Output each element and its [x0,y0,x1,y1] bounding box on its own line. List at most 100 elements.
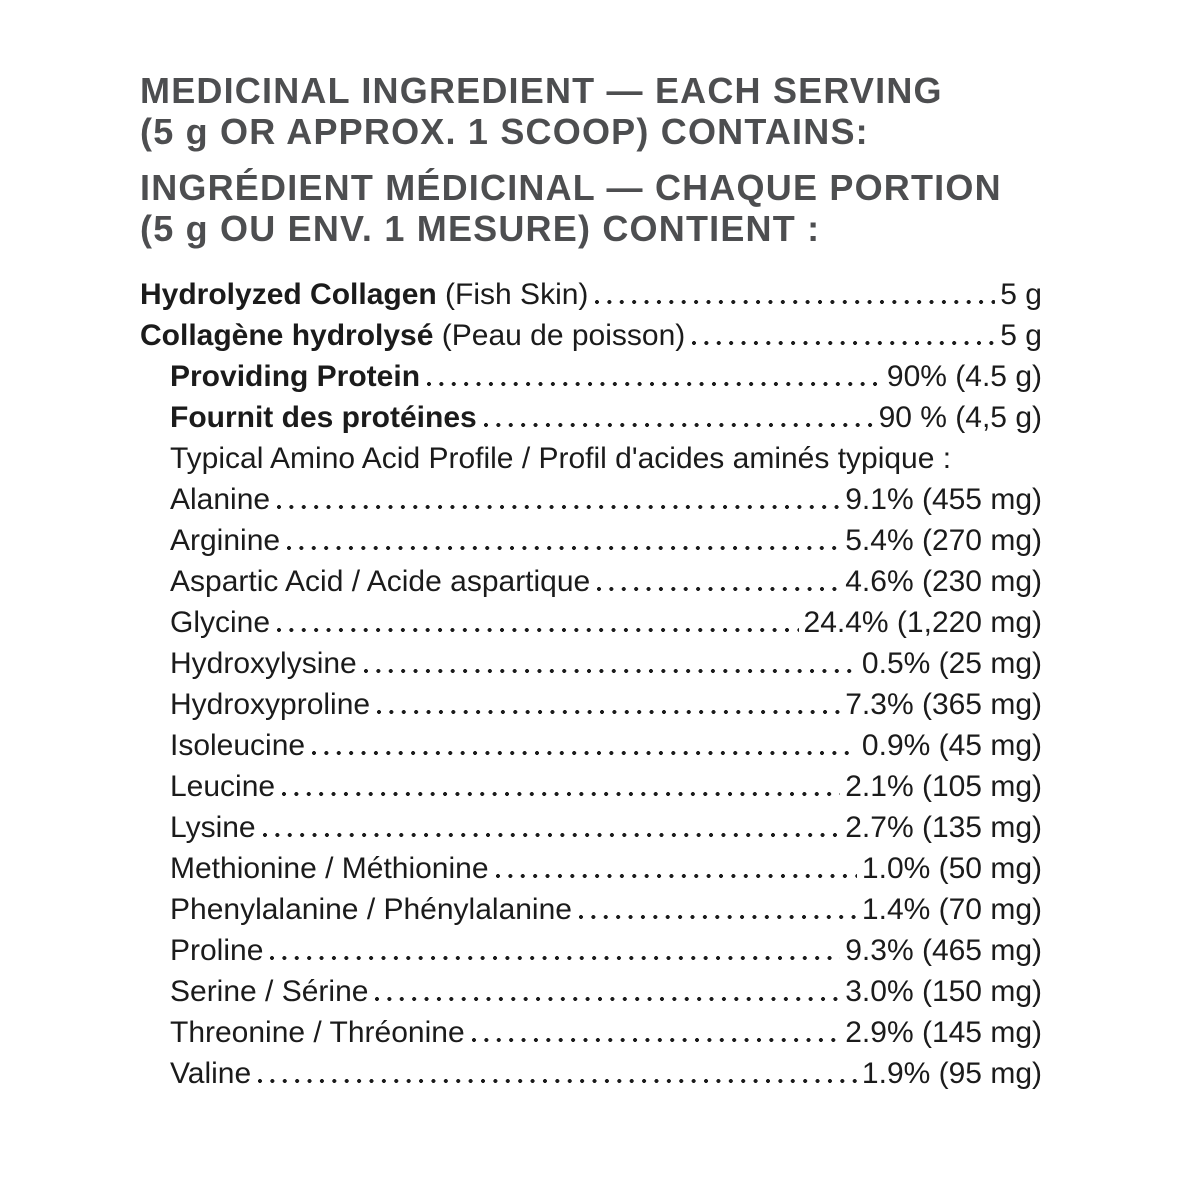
ingredient-row: Arginine 5.4% (270 mg) [140,517,1042,558]
ingredient-label-rest: Arginine [170,524,281,557]
ingredient-row: Proline 9.3% (465 mg) [140,927,1042,968]
ingredient-row: Threonine / Thréonine 2.9% (145 mg) [140,1009,1042,1050]
ingredient-label: Phenylalanine / Phénylalanine [170,893,572,927]
ingredient-value: 90% (4.5 g) [886,360,1042,393]
ingredient-label-strong: Collagène hydrolysé [140,319,434,352]
ingredient-label: Typical Amino Acid Profile / Profil d'ac… [170,442,951,476]
dot-leader [691,340,996,346]
ingredient-label: Collagène hydrolysé (Peau de poisson) [140,319,685,353]
dot-leader [257,1078,857,1084]
ingredient-row: Hydrolyzed Collagen (Fish Skin) 5 g [140,271,1042,312]
dot-leader [577,914,857,920]
dot-leader [286,545,841,551]
ingredient-label: Valine [170,1057,251,1091]
ingredient-value: 24.4% (1,220 mg) [803,606,1042,639]
dot-leader [276,627,799,633]
ingredient-value: 9.3% (465 mg) [845,934,1042,967]
ingredient-label-rest: Proline [170,934,264,967]
dot-leader [596,586,841,592]
ingredient-label-rest: Lysine [170,811,256,844]
ingredient-label: Serine / Sérine [170,975,368,1009]
ingredient-label-strong: Providing Protein [170,360,421,393]
dot-leader [482,422,874,428]
ingredient-label: Glycine [170,606,270,640]
dot-leader [269,955,841,961]
ingredient-label-rest: Isoleucine [170,729,306,762]
medicinal-ingredient-heading-fr: INGRÉDIENT MÉDICINAL — CHAQUE PORTION (5… [140,167,1002,249]
ingredient-value: 1.4% (70 mg) [861,893,1042,926]
ingredient-label-rest: (Fish Skin) [436,278,589,311]
ingredient-value: 9.1% (455 mg) [845,483,1042,516]
ingredient-label: Threonine / Thréonine [170,1016,465,1050]
ingredient-row: Leucine 2.1% (105 mg) [140,763,1042,804]
ingredient-value: 2.1% (105 mg) [845,770,1042,803]
ingredient-label-rest: Aspartic Acid / Acide aspartique [170,565,591,598]
ingredient-row: Hydroxylysine 0.5% (25 mg) [140,640,1042,681]
ingredient-value: 90 % (4,5 g) [878,401,1042,434]
ingredient-value: 7.3% (365 mg) [845,688,1042,721]
medicinal-ingredient-heading-en: MEDICINAL INGREDIENT — EACH SERVING (5 g… [140,70,943,152]
ingredient-row: Methionine / Méthionine 1.0% (50 mg) [140,845,1042,886]
ingredient-label: Arginine [170,524,280,558]
ingredient-label: Hydroxylysine [170,647,357,681]
dot-leader [594,299,996,305]
ingredient-label-rest: Serine / Sérine [170,975,369,1008]
ingredient-label-strong: Fournit des protéines [170,401,477,434]
ingredient-value: 2.7% (135 mg) [845,811,1042,844]
dot-leader [374,996,841,1002]
ingredients-list: Hydrolyzed Collagen (Fish Skin) 5 g Collag… [140,271,1042,1091]
ingredient-label: Leucine [170,770,275,804]
ingredient-value: 5 g [1000,319,1042,352]
ingredient-label-rest: (Peau de poisson) [433,319,686,352]
ingredient-label: Alanine [170,483,270,517]
ingredient-value: 0.9% (45 mg) [861,729,1042,762]
ingredient-label: Methionine / Méthionine [170,852,489,886]
ingredient-label: Isoleucine [170,729,305,763]
ingredient-label: Aspartic Acid / Acide aspartique [170,565,590,599]
dot-leader [362,668,857,674]
ingredient-row: Serine / Sérine 3.0% (150 mg) [140,968,1042,1009]
ingredient-label: Hydrolyzed Collagen (Fish Skin) [140,278,588,312]
ingredient-value: 4.6% (230 mg) [845,565,1042,598]
ingredient-value: 0.5% (25 mg) [861,647,1042,680]
ingredient-row: Providing Protein 90% (4.5 g) [140,353,1042,394]
ingredient-label-strong: Hydrolyzed Collagen [140,278,437,311]
ingredient-label-rest: Glycine [170,606,271,639]
ingredient-row: Isoleucine 0.9% (45 mg) [140,722,1042,763]
ingredient-row: Collagène hydrolysé (Peau de poisson) 5 g [140,312,1042,353]
ingredient-row: Typical Amino Acid Profile / Profil d'ac… [140,435,1042,476]
ingredient-row: Glycine 24.4% (1,220 mg) [140,599,1042,640]
ingredient-value: 5.4% (270 mg) [845,524,1042,557]
dot-leader [261,832,841,838]
dot-leader [494,873,857,879]
ingredient-row: Lysine 2.7% (135 mg) [140,804,1042,845]
ingredient-label-rest: Hydroxylysine [170,647,357,680]
dot-leader [276,504,841,510]
ingredient-label-rest: Hydroxyproline [170,688,371,721]
ingredient-value: 1.9% (95 mg) [861,1057,1042,1090]
ingredient-row: Fournit des protéines 90 % (4,5 g) [140,394,1042,435]
ingredient-row: Alanine 9.1% (455 mg) [140,476,1042,517]
ingredient-row: Hydroxyproline 7.3% (365 mg) [140,681,1042,722]
dot-leader [470,1037,841,1043]
ingredient-label-rest: Methionine / Méthionine [170,852,489,885]
ingredient-label: Fournit des protéines [170,401,477,435]
dot-leader [311,750,857,756]
ingredient-label-rest: Typical Amino Acid Profile / Profil d'ac… [170,442,952,475]
ingredient-label-rest: Valine [170,1057,252,1090]
ingredient-label-rest: Leucine [170,770,276,803]
ingredient-value: 2.9% (145 mg) [845,1016,1042,1049]
ingredient-label: Proline [170,934,263,968]
dot-leader [376,709,841,715]
ingredient-value: 1.0% (50 mg) [861,852,1042,885]
dot-leader [281,791,841,797]
ingredient-value: 3.0% (150 mg) [845,975,1042,1008]
ingredient-label-rest: Alanine [170,483,271,516]
ingredient-value: 5 g [1000,278,1042,311]
ingredient-row: Phenylalanine / Phénylalanine 1.4% (70 m… [140,886,1042,927]
ingredient-row: Aspartic Acid / Acide aspartique 4.6% (2… [140,558,1042,599]
ingredient-label: Hydroxyproline [170,688,370,722]
ingredient-label-rest: Phenylalanine / Phénylalanine [170,893,572,926]
ingredient-label: Lysine [170,811,256,845]
